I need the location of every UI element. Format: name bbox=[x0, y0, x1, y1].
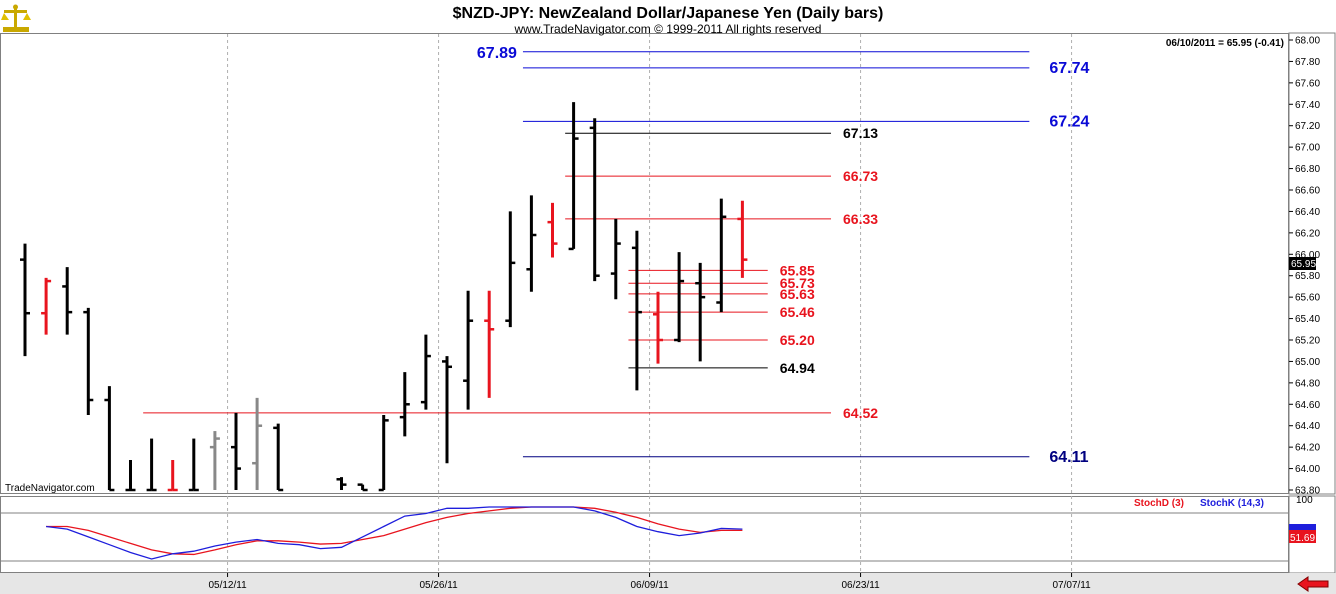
y-tick-label: 68.00 bbox=[1295, 36, 1320, 47]
level-label: 67.24 bbox=[1049, 113, 1089, 130]
level-label: 67.74 bbox=[1049, 60, 1089, 77]
y-tick-label: 64.00 bbox=[1295, 464, 1320, 475]
last-quote: 06/10/2011 = 65.95 (-0.41) bbox=[1166, 38, 1284, 49]
level-label: 64.94 bbox=[780, 360, 815, 376]
y-tick-label: 67.40 bbox=[1295, 100, 1320, 111]
y-tick-label: 66.60 bbox=[1295, 186, 1320, 197]
ohlc-bars bbox=[20, 102, 748, 492]
chart-title: $NZD-JPY: NewZealand Dollar/Japanese Yen… bbox=[453, 5, 884, 22]
scroll-left-arrow-icon[interactable] bbox=[1297, 576, 1329, 592]
grid-lines bbox=[1, 34, 1288, 572]
watermark: TradeNavigator.com bbox=[5, 483, 95, 494]
current-price-tag: 65.95 bbox=[1291, 259, 1316, 270]
level-label: 65.46 bbox=[780, 304, 815, 320]
y-tick-label: 66.00 bbox=[1295, 250, 1320, 261]
y-tick-label: 64.80 bbox=[1295, 378, 1320, 389]
y-tick-label: 67.00 bbox=[1295, 143, 1320, 154]
legend-stochk: StochK (14,3) bbox=[1200, 498, 1264, 509]
y-tick-label: 67.80 bbox=[1295, 57, 1320, 68]
level-label: 66.73 bbox=[843, 168, 878, 184]
y-tick-label: 65.20 bbox=[1295, 336, 1320, 347]
x-tick-label: 05/26/11 bbox=[419, 580, 458, 591]
current-price-tag-box bbox=[1289, 257, 1316, 270]
y-tick-label: 65.60 bbox=[1295, 293, 1320, 304]
support-resistance-levels: 67.89 67.74 67.24 67.13 66.73 66.33 65.8565.73… bbox=[143, 45, 1090, 466]
y-tick-label: 67.20 bbox=[1295, 121, 1320, 132]
y-tick-label: 64.20 bbox=[1295, 443, 1320, 454]
x-tick-label: 07/07/11 bbox=[1052, 580, 1091, 591]
price-plot-frame bbox=[0, 33, 1289, 494]
stoch-line bbox=[46, 506, 743, 556]
y-tick-label: 65.00 bbox=[1295, 357, 1320, 368]
level-label: 67.13 bbox=[843, 125, 878, 141]
stochastic-lines bbox=[46, 506, 743, 560]
x-tick-label: 05/12/11 bbox=[208, 580, 247, 591]
y-tick-label: 66.40 bbox=[1295, 207, 1320, 218]
scales-logo-icon bbox=[1, 4, 31, 32]
level-label: 67.89 bbox=[477, 45, 517, 62]
stoch-tick-label: 100 bbox=[1296, 495, 1313, 506]
y-tick-label: 64.40 bbox=[1295, 421, 1320, 432]
level-label: 65.20 bbox=[780, 332, 815, 348]
level-label: 65.85 bbox=[780, 262, 815, 278]
y-tick-label: 66.20 bbox=[1295, 228, 1320, 239]
price-axis: 63.80 64.00 64.20 64.40 64.60 64.80 65.00 65.20… bbox=[1289, 36, 1320, 506]
level-label: 65.63 bbox=[780, 286, 815, 302]
stoch-line bbox=[46, 506, 743, 560]
stoch-k-tag-box bbox=[1289, 524, 1316, 532]
y-tick-label: 65.40 bbox=[1295, 314, 1320, 325]
x-tick-label: 06/09/11 bbox=[630, 580, 669, 591]
date-axis: 05/12/11 05/26/11 06/09/11 06/23/11 07/07/11 bbox=[208, 573, 1091, 591]
stoch-value-tag: 51.69 bbox=[1290, 533, 1315, 544]
y-tick-label: 67.60 bbox=[1295, 78, 1320, 89]
level-label: 66.33 bbox=[843, 211, 878, 227]
level-label: 65.73 bbox=[780, 275, 815, 291]
y-tick-label: 63.80 bbox=[1295, 486, 1320, 497]
x-tick-label: 06/23/11 bbox=[841, 580, 880, 591]
chart-subtitle: www.TradeNavigator.com © 1999-2011 All r… bbox=[514, 22, 822, 36]
legend-stochd: StochD (3) bbox=[1134, 498, 1184, 509]
stoch-d-tag-box bbox=[1289, 530, 1316, 543]
y-tick-label: 66.80 bbox=[1295, 164, 1320, 175]
level-label: 64.52 bbox=[843, 405, 878, 421]
date-axis-panel bbox=[0, 573, 1336, 594]
level-label: 64.11 bbox=[1049, 449, 1088, 466]
y-tick-label: 65.80 bbox=[1295, 271, 1320, 282]
y-tick-label: 64.60 bbox=[1295, 400, 1320, 411]
